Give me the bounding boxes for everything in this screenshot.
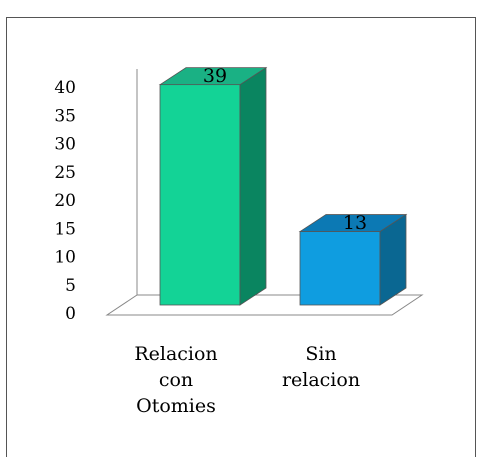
chart-frame (6, 17, 476, 457)
data-label: 39 (203, 65, 227, 87)
y-tick-label: 20 (54, 191, 76, 211)
y-tick-label: 40 (54, 78, 76, 98)
chart-axes (105, 69, 424, 316)
category-label: Sin (305, 343, 336, 365)
data-labels: 39 13 (203, 65, 367, 234)
y-tick-label: 15 (54, 219, 76, 239)
y-tick-label: 25 (54, 163, 76, 183)
category-label: relacion (282, 369, 360, 391)
y-tick-label: 0 (65, 304, 76, 324)
category-label: con (159, 369, 193, 391)
data-label: 13 (343, 212, 367, 234)
y-axis-ticks: 0 5 10 15 20 25 30 35 40 (54, 78, 76, 324)
bar-top (158, 67, 268, 86)
bar-front (299, 231, 381, 306)
category-label: Otomies (136, 395, 216, 417)
bar (298, 213, 408, 306)
bar-top (298, 214, 408, 232)
y-tick-label: 5 (65, 276, 76, 296)
category-labels: Relacion con Otomies Sin relacion (134, 343, 360, 417)
floor-plane (105, 294, 424, 316)
category-label: Relacion (134, 343, 217, 365)
bar-front (159, 84, 241, 306)
y-tick-label: 10 (54, 248, 76, 268)
bar (158, 66, 268, 306)
y-tick-label: 30 (54, 135, 76, 155)
y-tick-label: 35 (54, 106, 76, 126)
bar-side (239, 66, 267, 306)
bars (158, 66, 408, 306)
